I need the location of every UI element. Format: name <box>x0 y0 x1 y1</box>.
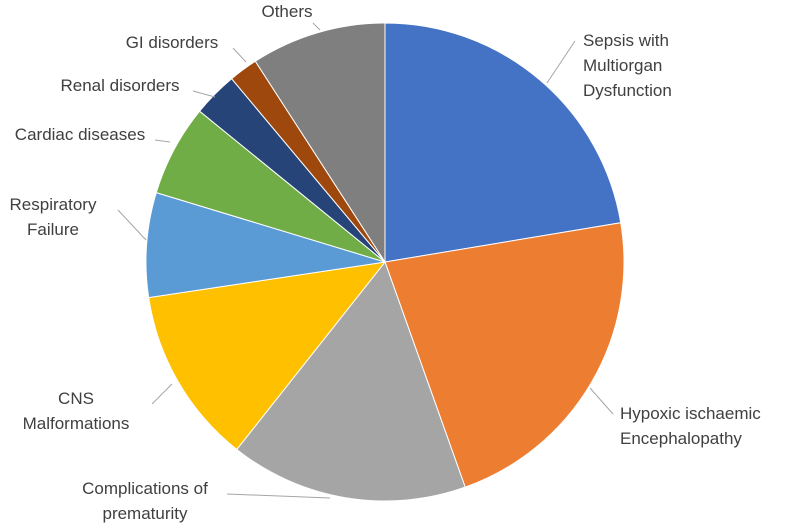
label-sepsis-with-multiorgan-dysfunction: Sepsis with Multiorgan Dysfunction <box>583 31 672 100</box>
label-line: Hypoxic ischaemic <box>620 404 761 423</box>
slice-labels: Sepsis with Multiorgan Dysfunction Hypoxic … <box>10 2 762 523</box>
slice-others <box>254 22 386 264</box>
leader-hypoxic-ischaemic-encephalopathy <box>589 387 614 415</box>
leader-sepsis-with-multiorgan-dysfunction <box>546 40 576 84</box>
label-line: Complications of <box>82 479 208 498</box>
label-renal-disorders: Renal disorders <box>60 76 179 95</box>
label-leader-lines <box>117 22 614 499</box>
label-line: Cardiac diseases <box>15 125 145 144</box>
label-complications-of-prematurity: Complications of prematurity <box>82 479 208 523</box>
label-cns-malformations: CNS Malformations <box>23 389 130 433</box>
label-line: Sepsis with <box>583 31 669 50</box>
slice-hypoxic-ischaemic-encephalopathy <box>384 222 625 488</box>
slice-respiratory-failure <box>145 192 386 299</box>
leader-cardiac-diseases <box>154 139 171 143</box>
leader-complications-of-prematurity <box>226 493 331 499</box>
slice-sepsis-with-multiorgan-dysfunction <box>384 22 622 263</box>
leader-others <box>312 22 321 31</box>
label-respiratory-failure: Respiratory Failure <box>10 195 97 239</box>
label-gi-disorders: GI disorders <box>126 33 219 52</box>
label-line: Multiorgan <box>583 56 662 75</box>
leader-respiratory-failure <box>117 209 147 241</box>
label-others: Others <box>261 2 312 21</box>
leader-cns-malformations <box>151 383 173 405</box>
pie-slices <box>145 22 625 502</box>
leader-gi-disorders <box>232 47 247 63</box>
label-line: Encephalopathy <box>620 429 742 448</box>
label-line: Respiratory <box>10 195 97 214</box>
label-line: Malformations <box>23 414 130 433</box>
leader-renal-disorders <box>192 90 216 98</box>
slice-cns-malformations <box>148 261 387 451</box>
label-line: GI disorders <box>126 33 219 52</box>
label-line: Failure <box>27 220 79 239</box>
label-cardiac-diseases: Cardiac diseases <box>15 125 145 144</box>
label-line: Renal disorders <box>60 76 179 95</box>
label-hypoxic-ischaemic-encephalopathy: Hypoxic ischaemic Encephalopathy <box>620 404 761 448</box>
label-line: Dysfunction <box>583 81 672 100</box>
label-line: CNS <box>58 389 94 408</box>
label-line: prematurity <box>102 504 188 523</box>
slice-complications-of-prematurity <box>236 260 466 502</box>
label-line: Others <box>261 2 312 21</box>
